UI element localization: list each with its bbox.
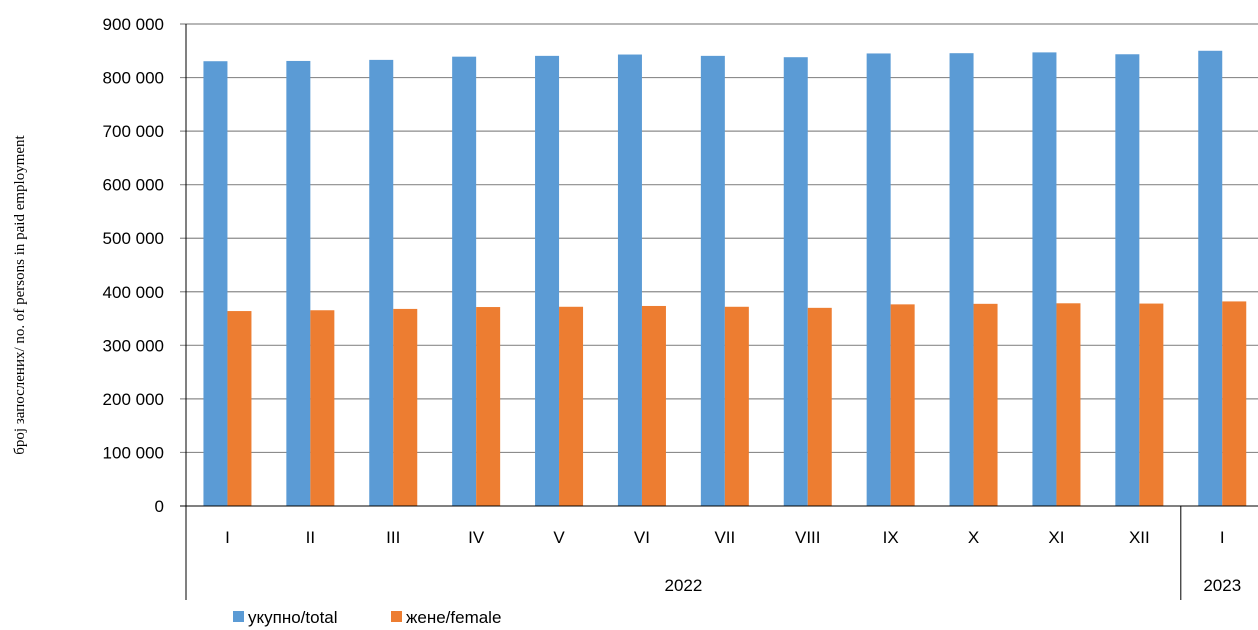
bar-female [476,307,501,506]
bar-total [286,60,311,506]
bars [203,50,1247,507]
bar-female [807,307,832,506]
bar-total [535,55,560,507]
legend-swatch [391,611,402,622]
bar-total [617,54,642,506]
y-axis-label: број запослених/ no. of persons in paid … [12,134,28,454]
bar-female [559,306,584,506]
x-tick-label: I [1220,528,1225,547]
legend-label: укупно/total [248,608,338,627]
y-tick-label: 500 000 [103,229,164,248]
y-tick-label: 400 000 [103,283,164,302]
y-tick-label: 600 000 [103,176,164,195]
x-tick-label: III [386,528,400,547]
bar-female [890,304,915,506]
y-tick-label: 700 000 [103,122,164,141]
y-tick-label: 900 000 [103,15,164,34]
bar-total [949,53,974,507]
x-group-label: 2023 [1203,576,1241,595]
bar-female [1222,301,1247,506]
x-tick-labels: I II III IV V VI VII VIII IX X XI XII I [225,528,1225,547]
bar-female [1139,303,1164,506]
x-tick-label: VIII [795,528,821,547]
bar-female [1056,303,1081,506]
legend-swatch [233,611,244,622]
bar-total [1198,50,1223,507]
x-tick-label: I [225,528,230,547]
bar-total [452,56,477,507]
bar-female [641,305,666,506]
x-tick-label: VII [714,528,735,547]
x-group-labels: 2022 2023 [664,506,1241,600]
bar-female [310,310,335,506]
axes [180,24,1258,600]
bar-total [1115,54,1140,507]
y-tick-labels: 0 100 000 200 000 300 000 400 000 500 000 600 … [103,15,164,516]
x-tick-label: IV [468,528,485,547]
y-tick-label: 100 000 [103,443,164,462]
y-tick-label: 0 [155,497,164,516]
legend: укупно/total жене/female [233,608,501,627]
x-tick-label: IX [883,528,899,547]
y-tick-label: 300 000 [103,336,164,355]
bar-total [369,59,394,506]
bar-total [700,55,725,507]
x-tick-label: VI [634,528,650,547]
bar-total [866,53,891,506]
y-tick-label: 200 000 [103,390,164,409]
x-tick-label: XII [1129,528,1150,547]
bar-total [783,57,808,507]
bar-total [1032,52,1057,506]
legend-label: жене/female [406,608,501,627]
bar-female [393,308,418,506]
x-tick-label: XI [1048,528,1064,547]
x-tick-label: V [553,528,565,547]
bar-female [724,306,749,506]
x-tick-label: X [968,528,979,547]
bar-total [203,61,228,507]
bar-female [227,311,252,506]
bar-female [973,303,998,506]
y-tick-label: 800 000 [103,69,164,88]
x-group-label: 2022 [664,576,702,595]
x-tick-label: II [306,528,315,547]
